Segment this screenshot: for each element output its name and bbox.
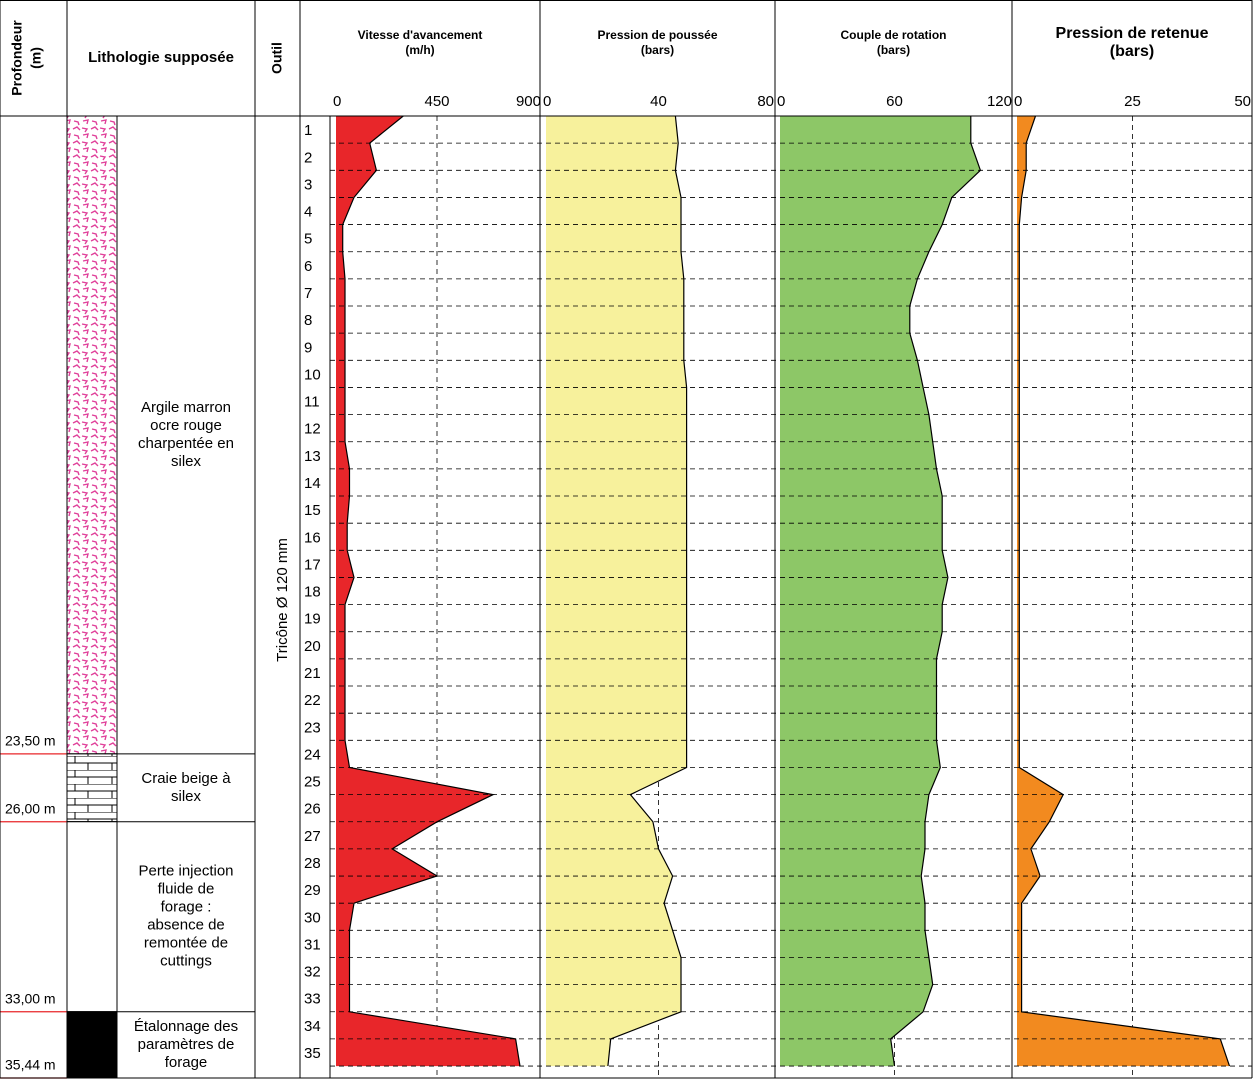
- depth-tick-label: 22: [304, 692, 321, 709]
- depth-tick-label: 6: [304, 258, 312, 275]
- lithology-text: charpentée en: [138, 435, 234, 452]
- lithology-pattern: [66, 753, 118, 823]
- depth-tick-label: 16: [304, 529, 321, 546]
- track-curve: [1018, 115, 1231, 1067]
- depth-tick-label: 33: [304, 991, 321, 1008]
- depth-tick-label: 9: [304, 339, 312, 356]
- depth-tick-label: 3: [304, 176, 312, 193]
- x-tick-label: 900: [516, 93, 541, 110]
- depth-tick-label: 34: [304, 1018, 321, 1035]
- depth-tick-label: 24: [304, 746, 321, 763]
- x-tick-label: 0: [1014, 93, 1022, 110]
- x-tick-label: 80: [757, 93, 774, 110]
- depth-tick-label: 5: [304, 231, 312, 248]
- track-unit: (bars): [877, 43, 910, 57]
- depth-tick-label: 26: [304, 801, 321, 818]
- depth-tick-label: 14: [304, 475, 321, 492]
- lithology-text: ocre rouge: [150, 417, 222, 434]
- depth-tick-label: 30: [304, 909, 321, 926]
- depth-tick-label: 35: [304, 1045, 321, 1062]
- depth-tick-label: 21: [304, 665, 321, 682]
- header-tool: Outil: [269, 42, 285, 74]
- track-curve: [890, 116, 982, 1067]
- lithology-pattern: [66, 1011, 118, 1079]
- depth-tick-label: 11: [304, 394, 320, 411]
- depth-tick-label: 31: [304, 936, 321, 953]
- track-title: Vitesse d'avancement: [358, 28, 483, 42]
- depth-tick-label: 29: [304, 882, 321, 899]
- depth-label: 35,44 m: [5, 1057, 56, 1073]
- lithology-text: silex: [171, 788, 202, 805]
- depth-tick-label: 32: [304, 964, 321, 981]
- header-depth-unit: (m): [28, 47, 44, 69]
- depth-label: 33,00 m: [5, 990, 56, 1006]
- x-tick-label: 450: [424, 93, 449, 110]
- lithology-text: Perte injection: [138, 863, 233, 880]
- tool-label: Tricône Ø 120 mm: [274, 538, 291, 662]
- lithology-text: Étalonnage des: [134, 1018, 238, 1035]
- x-tick-label: 0: [543, 93, 551, 110]
- lithology-text: paramètres de: [138, 1036, 235, 1053]
- track-area: [336, 116, 520, 1067]
- depth-tick-label: 15: [304, 502, 321, 519]
- depth-tick-label: 20: [304, 638, 321, 655]
- depth-tick-label: 25: [304, 774, 321, 791]
- track-curve: [607, 115, 688, 1067]
- lithology-text: silex: [171, 453, 202, 470]
- track-unit: (bars): [1110, 43, 1154, 60]
- x-tick-label: 60: [886, 93, 903, 110]
- track-title: Pression de retenue: [1056, 25, 1209, 42]
- depth-tick-label: 4: [304, 204, 312, 221]
- lithology-text: Craie beige à: [141, 770, 231, 787]
- track-area: [1017, 116, 1230, 1067]
- x-tick-label: 40: [650, 93, 667, 110]
- track-title: Couple de rotation: [841, 28, 947, 42]
- depth-tick-label: 8: [304, 312, 312, 329]
- depth-tick-label: 10: [304, 366, 321, 383]
- x-tick-label: 120: [987, 93, 1012, 110]
- lithology-text: absence de: [147, 917, 225, 934]
- lithology-text: remontée de: [144, 935, 228, 952]
- lithology-text: fluide de: [158, 881, 215, 898]
- depth-tick-label: 19: [304, 611, 321, 628]
- depth-tick-label: 13: [304, 448, 321, 465]
- depth-tick-label: 7: [304, 285, 312, 302]
- lithology-text: Argile marron: [141, 399, 231, 416]
- depth-tick-label: 18: [304, 584, 321, 601]
- x-tick-label: 25: [1124, 93, 1141, 110]
- header-depth: Profondeur: [9, 20, 25, 96]
- track-unit: (m/h): [405, 43, 434, 57]
- track-area: [780, 116, 981, 1067]
- x-tick-label: 0: [333, 93, 341, 110]
- x-tick-label: 50: [1234, 93, 1251, 110]
- lithology-pattern: [66, 115, 118, 755]
- depth-label: 26,00 m: [5, 800, 56, 816]
- track-curve: [342, 115, 521, 1067]
- lithology-text: forage: [165, 1054, 208, 1071]
- depth-label: 23,50 m: [5, 733, 56, 749]
- track-title: Pression de poussée: [597, 28, 717, 42]
- depth-tick-label: 23: [304, 719, 321, 736]
- lithology-text: cuttings: [160, 953, 212, 970]
- header-lithology: Lithologie supposée: [88, 49, 234, 66]
- depth-tick-label: 17: [304, 556, 321, 573]
- depth-tick-label: 1: [304, 122, 312, 139]
- track-area: [546, 116, 687, 1067]
- track-unit: (bars): [641, 43, 674, 57]
- lithology-text: forage :: [161, 899, 212, 916]
- depth-tick-label: 2: [304, 149, 312, 166]
- x-tick-label: 0: [777, 93, 785, 110]
- lithology-pattern: [66, 821, 118, 1013]
- depth-tick-label: 28: [304, 855, 321, 872]
- depth-tick-label: 27: [304, 828, 321, 845]
- depth-tick-label: 12: [304, 421, 321, 438]
